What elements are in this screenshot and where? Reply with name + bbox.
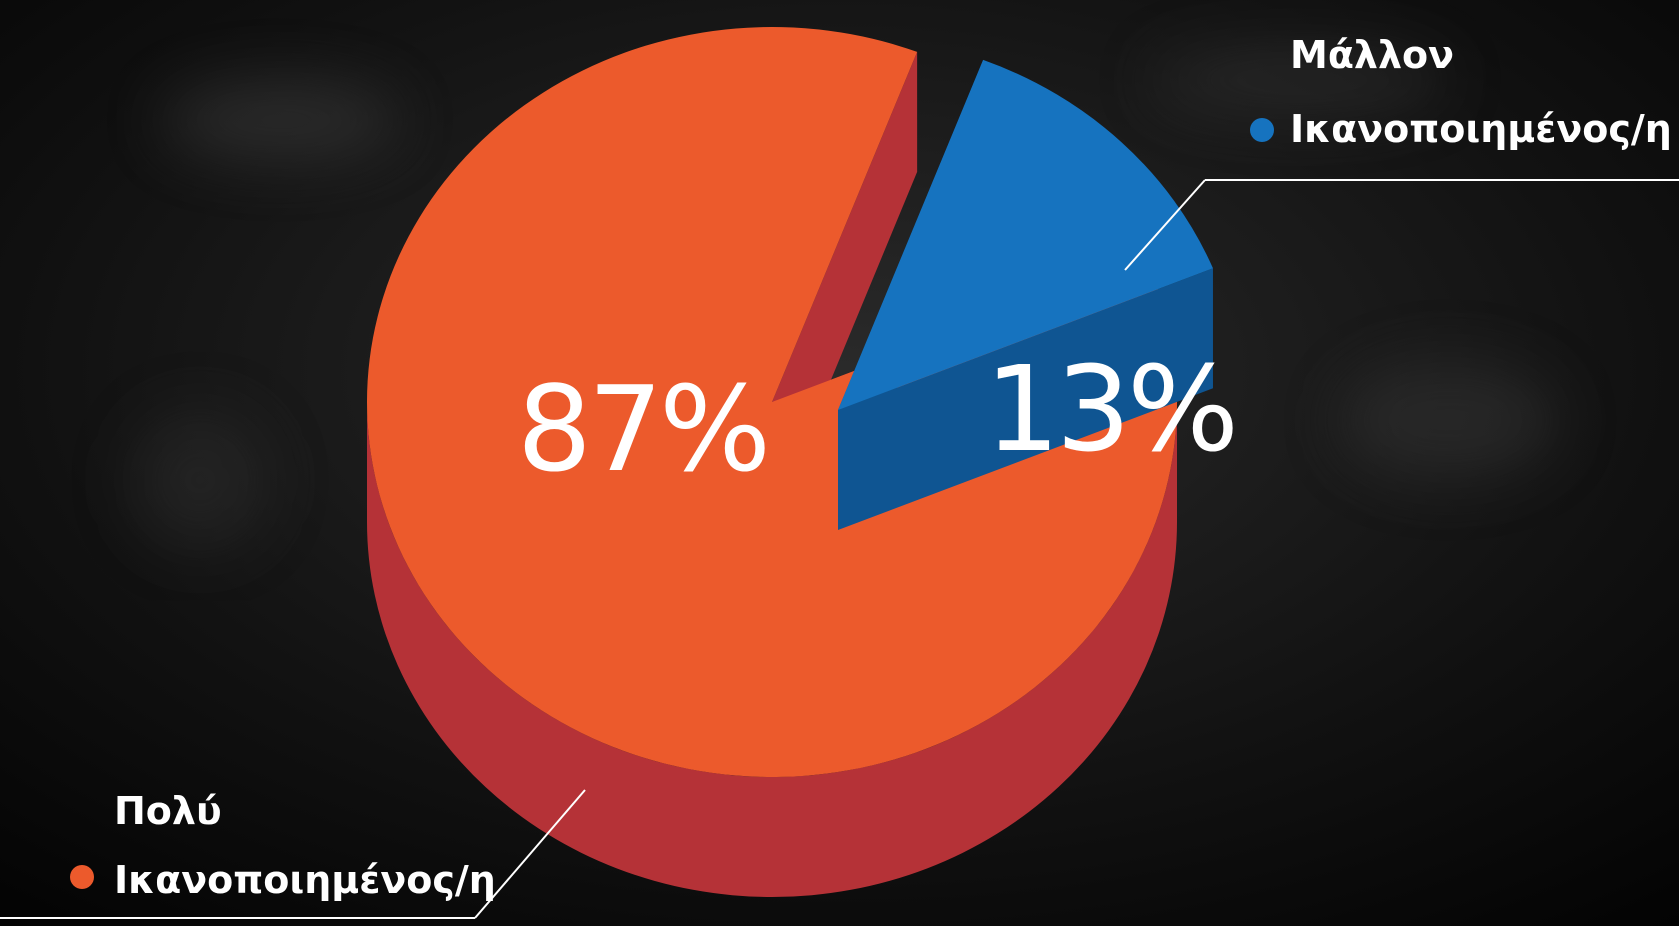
callout-line-87-diagonal [474, 789, 586, 919]
legend-dot-87 [70, 865, 94, 889]
legend-dot-13 [1250, 118, 1274, 142]
slice-13-top [838, 59, 1213, 410]
data-label-13: 13% [985, 340, 1235, 478]
legend-label-13-line2: Ικανοποιημένος/η [1290, 107, 1672, 151]
pie-group [366, 26, 1213, 897]
slice-13-wall-end [838, 268, 1213, 530]
slice-87-top [366, 26, 1177, 777]
callouts: Μάλλον Ικανοποιημένος/η Πολύ Ικανοποιημέ… [0, 33, 1679, 919]
legend-label-87-line1: Πολύ [114, 789, 222, 833]
legend-label-13-line1: Μάλλον [1290, 33, 1454, 77]
background-texture [130, 45, 1560, 550]
callout-line-13-diagonal [1124, 179, 1206, 271]
slice-87-side [367, 402, 1177, 897]
legend-label-87-line2: Ικανοποιημένος/η [114, 858, 496, 902]
data-label-87: 87% [517, 360, 767, 498]
